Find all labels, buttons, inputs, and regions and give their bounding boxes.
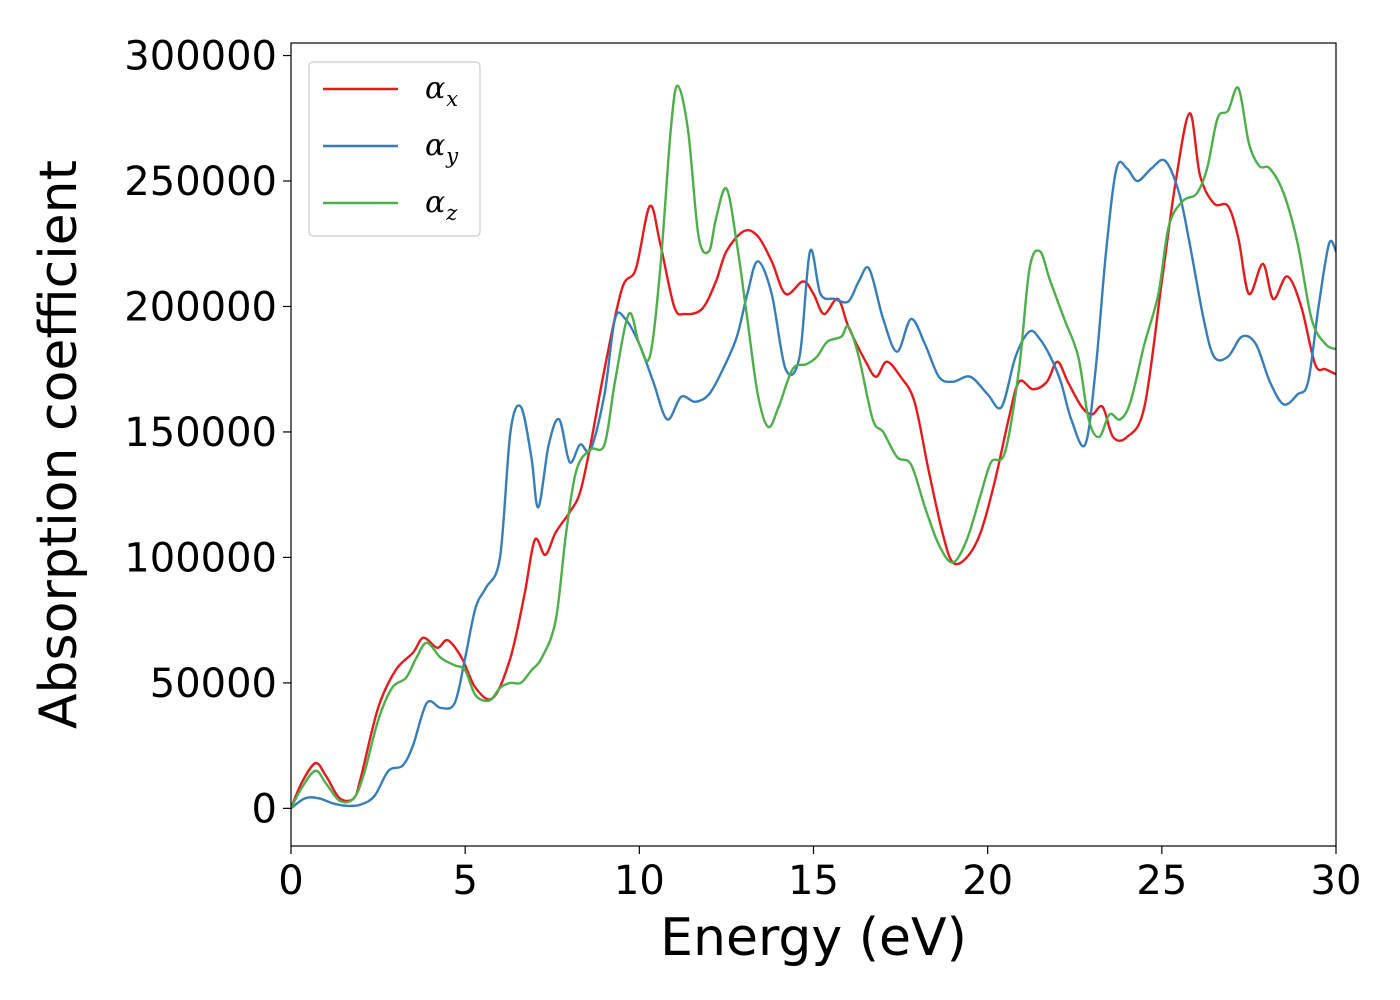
y-tick-label: 50000 [150, 661, 277, 707]
legend-subscript: x [446, 87, 458, 111]
y-tick-label: 100000 [124, 535, 277, 581]
legend-symbol: α [425, 128, 445, 163]
legend-subscript: y [445, 144, 459, 168]
legend-symbol: α [425, 185, 445, 220]
x-tick-label: 15 [788, 858, 839, 904]
ticks-layer: 0 5 10 15 20 25 30 0 50000 100000 150000 200000 2500… [124, 34, 1361, 904]
series-layer [291, 84, 1336, 810]
x-tick-label: 20 [962, 858, 1013, 904]
x-tick-label: 10 [614, 858, 665, 904]
x-tick-label: 25 [1136, 858, 1187, 904]
y-tick-label: 150000 [124, 410, 277, 456]
x-tick-label: 5 [452, 858, 477, 904]
y-tick-label: 200000 [124, 284, 277, 330]
x-axis-label: Energy (eV) [660, 908, 967, 968]
x-tick-label: 0 [278, 858, 303, 904]
legend-label-x: αx [425, 71, 458, 111]
legend-label-y: αy [425, 128, 459, 168]
y-axis-label: Absorption coefficient [29, 160, 89, 729]
legend-frame [308, 61, 481, 237]
legend-label-z: αz [425, 185, 458, 225]
x-tick-label: 30 [1311, 858, 1362, 904]
y-tick-label: 0 [252, 786, 277, 832]
y-tick-label: 250000 [124, 159, 277, 205]
series-line-y [291, 158, 1336, 810]
legend-symbol: α [425, 71, 445, 106]
series-line-z [291, 84, 1336, 810]
series-line-x [291, 112, 1336, 810]
legend-subscript: z [445, 201, 458, 225]
y-tick-label: 300000 [124, 34, 277, 80]
